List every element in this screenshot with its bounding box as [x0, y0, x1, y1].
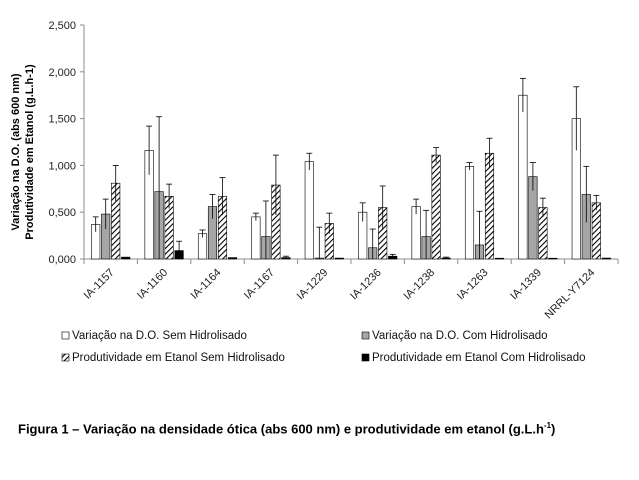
- x-tick-label: IA-1236: [348, 267, 384, 303]
- bar-IA-1238-series3: [431, 154, 441, 260]
- caption-closing: ): [551, 421, 556, 437]
- x-tick-label: IA-1263: [455, 267, 491, 303]
- bar-IA-1339-series1: [518, 94, 528, 260]
- x-tick-label: IA-1164: [188, 267, 223, 302]
- y-tick-label: 1,000: [48, 160, 76, 172]
- chart: Variação na D.O. (abs 600 nm) Produtivid…: [10, 20, 619, 364]
- y-tick-label: 2,500: [48, 20, 76, 32]
- legend-swatch: [361, 353, 370, 362]
- bar-IA-1263-series4: [494, 257, 505, 260]
- y-tick-label: 1,500: [48, 114, 76, 126]
- error-bars: [92, 77, 600, 259]
- y-axis-title-line2: Produtividade em Etanol (g.L.h-1): [24, 64, 36, 240]
- bar-IA-1229-series1: [304, 161, 314, 260]
- x-tick-labels: IA-1157 IA-1160 IA-1164 IA-1167 IA-1229 IA-12…: [82, 267, 598, 322]
- figure-caption: Figura 1 – Variação na densidade ótica (…: [18, 421, 555, 436]
- legend-label: Variação na D.O. Sem Hidrolisado: [72, 330, 247, 342]
- x-tick-label: IA-1238: [401, 267, 437, 303]
- bar-IA-1229-series4: [334, 257, 344, 260]
- bar-IA-1157-series4: [121, 256, 131, 260]
- y-axis-title: Variação na D.O. (abs 600 nm) Produtivid…: [10, 64, 36, 240]
- bar-NRRL-Y7124-series4: [601, 257, 611, 260]
- y-axis-title-line1: Variação na D.O. (abs 600 nm): [10, 73, 22, 230]
- x-tick-label: IA-1157: [82, 267, 117, 302]
- bar-IA-1164-series4: [227, 257, 238, 260]
- x-tick-label: IA-1160: [135, 267, 170, 302]
- legend-label: Variação na D.O. Com Hidrolisado: [372, 330, 548, 342]
- bar-IA-1164-series1: [197, 233, 208, 260]
- x-tick-label: IA-1339: [508, 267, 544, 303]
- bar-IA-1167-series1: [251, 216, 261, 260]
- bar-IA-1238-series1: [411, 206, 421, 260]
- legend: Variação na D.O. Sem Hidrolisado Variação…: [61, 330, 586, 364]
- bar-IA-1263-series1: [464, 166, 475, 260]
- bar-IA-1263-series3: [484, 152, 495, 260]
- legend-label: Produtividade em Etanol Com Hidrolisado: [372, 352, 586, 364]
- legend-swatch: [61, 353, 70, 362]
- y-tick-label: 0,500: [48, 207, 76, 219]
- legend-swatch: [61, 331, 70, 340]
- y-tick-label: 2,000: [48, 67, 76, 79]
- y-tick-label: 0,000: [48, 254, 76, 266]
- x-tick-label: IA-1229: [295, 267, 331, 303]
- x-tick-label: IA-1167: [242, 267, 277, 302]
- caption-superscript: -1: [543, 421, 552, 430]
- legend-swatch: [361, 331, 370, 340]
- caption-text: Figura 1 – Variação na densidade ótica (…: [18, 421, 544, 437]
- bar-NRRL-Y7124-series3: [591, 202, 601, 260]
- bar-IA-1339-series4: [548, 257, 558, 260]
- x-tick-label: NRRL-Y7124: [543, 267, 598, 322]
- legend-label: Produtividade em Etanol Sem Hidrolisado: [72, 352, 285, 364]
